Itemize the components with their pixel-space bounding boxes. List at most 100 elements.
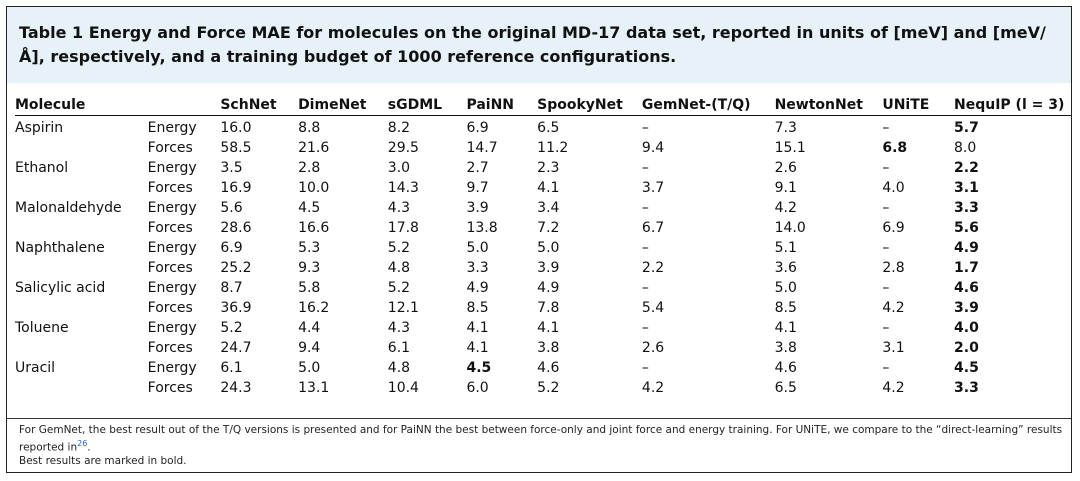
value-cell: 5.2 [387, 240, 411, 256]
value-cell: 5.8 [298, 280, 321, 296]
value-cell: 4.2 [882, 380, 905, 396]
col-sgdml: sGDML [387, 94, 467, 116]
value-cell: – [882, 360, 890, 376]
molecule-name-cell [15, 138, 148, 158]
value-cell: 5.6 [954, 220, 979, 236]
value-cell: 16.9 [220, 180, 252, 196]
value-cell: – [641, 120, 649, 136]
value-cell: 4.1 [537, 180, 560, 196]
footnote-period: . [87, 441, 91, 454]
value-cell: 4.5 [954, 360, 979, 376]
footnote: For GemNet, the best result out of the T… [19, 424, 1064, 468]
col-schnet: SchNet [220, 94, 299, 116]
value-cell: 12.1 [387, 300, 419, 316]
value-cell: 3.0 [387, 160, 411, 176]
value-cell: 14.7 [466, 140, 498, 156]
molecule-name-cell [15, 258, 148, 278]
value-cell: 4.2 [774, 200, 797, 216]
value-cell: 5.2 [220, 320, 243, 336]
value-cell: – [882, 200, 890, 216]
value-cell: 6.1 [387, 340, 411, 356]
value-cell: 4.3 [387, 320, 411, 336]
metric-type-cell: Forces [147, 380, 193, 396]
metric-type-cell: Energy [147, 360, 197, 376]
metric-type-cell: Energy [147, 320, 197, 336]
value-cell: 4.9 [954, 240, 979, 256]
value-cell: 8.5 [774, 300, 797, 316]
value-cell: 6.9 [220, 240, 243, 256]
value-cell: 4.2 [641, 380, 665, 396]
value-cell: 5.2 [387, 280, 411, 296]
value-cell: 16.0 [220, 120, 252, 136]
value-cell: 4.1 [774, 320, 797, 336]
value-cell: 2.8 [882, 260, 905, 276]
value-cell: 3.4 [537, 200, 560, 216]
table-row: Uracil Energy 6.1 5.0 4.8 4.5 4.6 – 4.6 – 4.5 [15, 358, 1071, 378]
value-cell: 9.3 [298, 260, 321, 276]
value-cell: 2.2 [641, 260, 665, 276]
footnote-text: For GemNet, the best result out of the T… [19, 424, 1063, 454]
value-cell: 6.7 [641, 220, 665, 236]
value-cell: 3.3 [954, 200, 979, 216]
value-cell: 3.9 [466, 200, 489, 216]
col-spookynet: SpookyNet [537, 94, 642, 116]
value-cell: 9.4 [298, 340, 321, 356]
value-cell: 21.6 [298, 140, 330, 156]
table-row: Forces 28.6 16.6 17.8 13.8 7.2 6.7 14.0 6.9 5.6 [15, 218, 1071, 238]
value-cell: 29.5 [387, 140, 419, 156]
value-cell: 4.3 [387, 200, 411, 216]
molecule-name-cell: Ethanol [15, 160, 69, 176]
metric-type-cell: Forces [147, 140, 193, 156]
col-molecule: Molecule [15, 94, 148, 116]
footnote-reference-link[interactable]: 26 [77, 439, 88, 448]
col-newtonnet: NewtonNet [774, 94, 883, 116]
value-cell: 8.7 [220, 280, 243, 296]
value-cell: – [882, 320, 890, 336]
value-cell: – [641, 160, 649, 176]
value-cell: 4.5 [298, 200, 321, 216]
value-cell: 2.7 [466, 160, 489, 176]
value-cell: 15.1 [774, 140, 806, 156]
value-cell: 3.1 [882, 340, 905, 356]
table-row: Toluene Energy 5.2 4.4 4.3 4.1 4.1 – 4.1 – 4.0 [15, 318, 1071, 338]
metric-type-cell: Forces [147, 180, 193, 196]
value-cell: 14.3 [387, 180, 419, 196]
value-cell: 10.0 [298, 180, 330, 196]
table-row: Forces 25.2 9.3 4.8 3.3 3.9 2.2 3.6 2.8 1.7 [15, 258, 1071, 278]
molecule-name-cell: Uracil [15, 360, 56, 376]
table-frame: Table 1 Energy and Force MAE for molecul… [6, 6, 1072, 473]
value-cell: 7.8 [537, 300, 560, 316]
value-cell: 4.8 [387, 360, 411, 376]
value-cell: 8.8 [298, 120, 321, 136]
value-cell: 16.2 [298, 300, 330, 316]
metric-type-cell: Energy [147, 200, 197, 216]
table-caption: Table 1 Energy and Force MAE for molecul… [7, 7, 1071, 83]
value-cell: 6.9 [882, 220, 905, 236]
value-cell: 6.0 [466, 380, 489, 396]
value-cell: 16.6 [298, 220, 330, 236]
value-cell: 3.9 [954, 300, 979, 316]
value-cell: 8.5 [466, 300, 489, 316]
metric-type-cell: Forces [147, 260, 193, 276]
value-cell: 5.3 [298, 240, 321, 256]
value-cell: 2.8 [298, 160, 321, 176]
molecule-name-cell [15, 298, 148, 318]
value-cell: 7.2 [537, 220, 560, 236]
value-cell: 4.2 [882, 300, 905, 316]
value-cell: – [641, 200, 649, 216]
value-cell: 4.5 [466, 360, 492, 376]
value-cell: 6.5 [537, 120, 560, 136]
results-table: Molecule SchNet DimeNet sGDML PaiNN Spoo… [15, 94, 1071, 401]
header-row: Molecule SchNet DimeNet sGDML PaiNN Spoo… [15, 94, 1071, 116]
value-cell: 3.9 [537, 260, 560, 276]
table-row: Forces 24.7 9.4 6.1 4.1 3.8 2.6 3.8 3.1 2.0 [15, 338, 1071, 358]
table-row: Forces 58.5 21.6 29.5 14.7 11.2 9.4 15.1 6.8 8.0 [15, 138, 1071, 158]
molecule-name-cell [15, 218, 148, 238]
value-cell: 13.8 [466, 220, 498, 236]
value-cell: 9.1 [774, 180, 797, 196]
value-cell: 6.5 [774, 380, 797, 396]
value-cell: 3.8 [537, 340, 560, 356]
col-unite: UNiTE [882, 94, 955, 116]
value-cell: – [641, 280, 649, 296]
value-cell: – [882, 240, 890, 256]
